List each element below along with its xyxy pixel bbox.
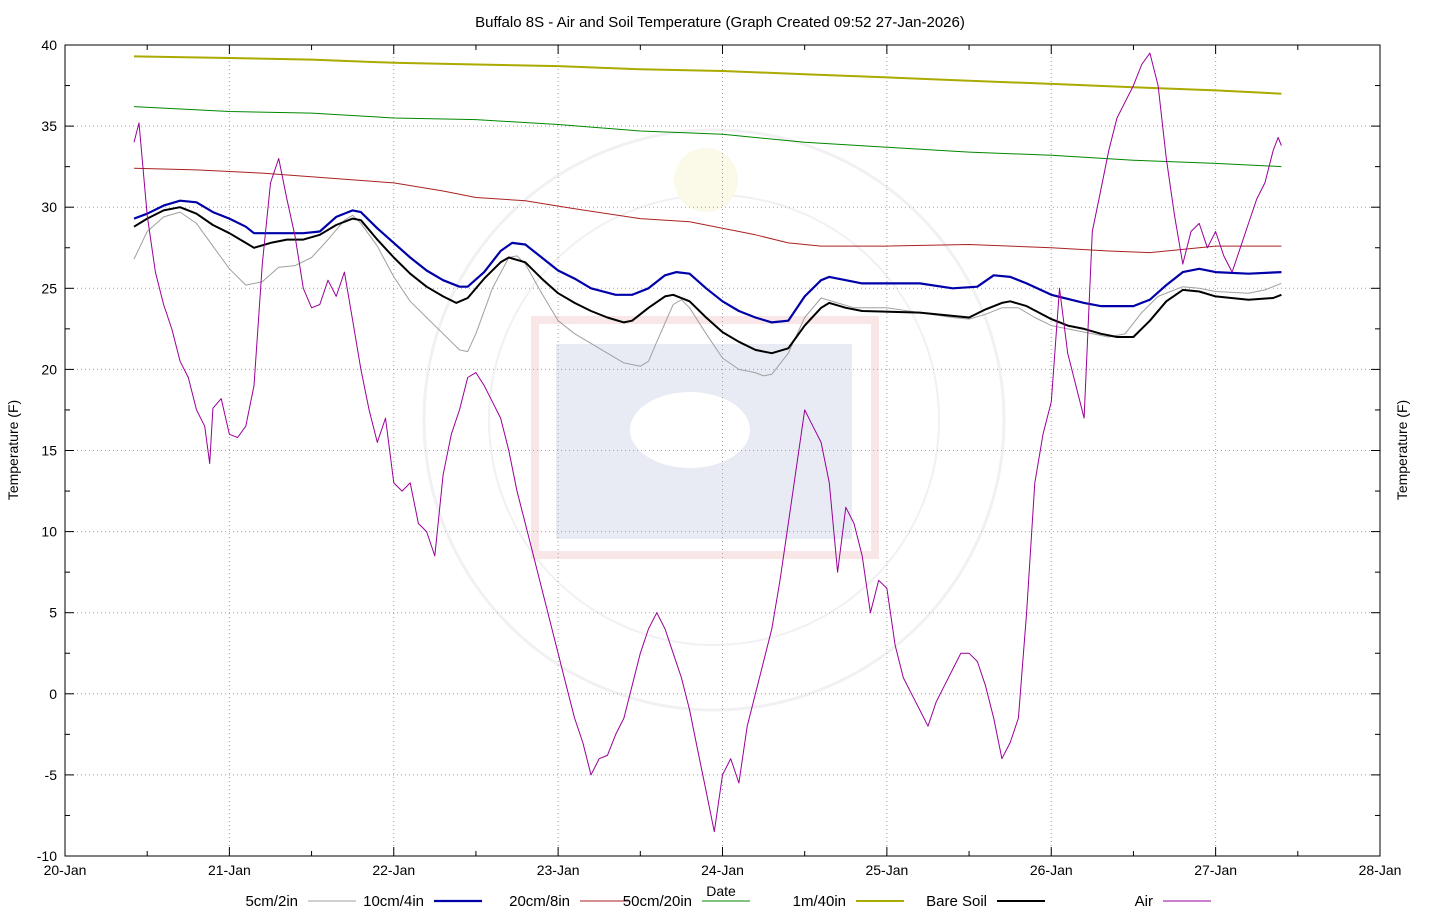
legend-label-50cm-20in: 50cm/20in [623,893,692,910]
y-tick-label: -5 [45,767,58,783]
x-tick-label: 25-Jan [865,862,908,878]
series-line-1m-40in [133,55,1282,95]
series-line-air [133,52,1282,833]
x-tick-labels: 20-Jan 21-Jan 22-Jan 23-Jan 24-Jan 25-Jan 26-J… [44,862,1402,878]
axis-ticks [64,44,1381,857]
mesonet-seal-watermark [422,128,1006,712]
y-tick-labels: -10 -5 0 5 10 15 20 25 30 35 40 [37,37,57,864]
x-tick-label: 21-Jan [208,862,251,878]
y-tick-label: 20 [41,361,57,377]
y-axis-label-right: Temperature (F) [1394,400,1410,500]
series-line-50cm-20in [133,106,1282,168]
y-axis-label: Temperature (F) [5,400,21,500]
legend-label-5cm-2in: 5cm/2in [245,893,298,910]
chart-title: Buffalo 8S - Air and Soil Temperature (G… [475,14,965,31]
y-tick-label: 30 [41,199,57,215]
legend-label-bare-soil: Bare Soil [926,893,987,910]
y-tick-label: 15 [41,443,57,459]
legend-label-1m-40in: 1m/40in [793,893,846,910]
series-line-10cm-4in [133,199,1282,324]
y-tick-label: 35 [41,118,57,134]
y-tick-label: 40 [41,37,57,53]
y-tick-label: 0 [49,686,57,702]
legend: 5cm/2in 10cm/4in 20cm/8in 50cm/20in 1m/40in B… [245,893,1211,910]
series-line-20cm-8in [133,167,1282,254]
x-tick-label: 22-Jan [372,862,415,878]
y-tick-label: 5 [49,605,57,621]
y-tick-label: 10 [41,524,57,540]
series-line-5cm-2in [133,211,1282,377]
y-tick-label: 25 [41,280,57,296]
series-layer [133,52,1282,833]
x-tick-label: 20-Jan [44,862,87,878]
y-tick-label: -10 [37,848,57,864]
x-axis-label: Date [706,883,736,899]
x-tick-label: 28-Jan [1359,862,1402,878]
legend-label-20cm-8in: 20cm/8in [509,893,570,910]
x-tick-label: 27-Jan [1194,862,1237,878]
legend-label-air: Air [1135,893,1153,910]
legend-label-10cm-4in: 10cm/4in [363,893,424,910]
x-tick-label: 26-Jan [1030,862,1073,878]
series-line-bare-soil [133,206,1282,355]
x-tick-label: 23-Jan [537,862,580,878]
x-tick-label: 24-Jan [701,862,744,878]
